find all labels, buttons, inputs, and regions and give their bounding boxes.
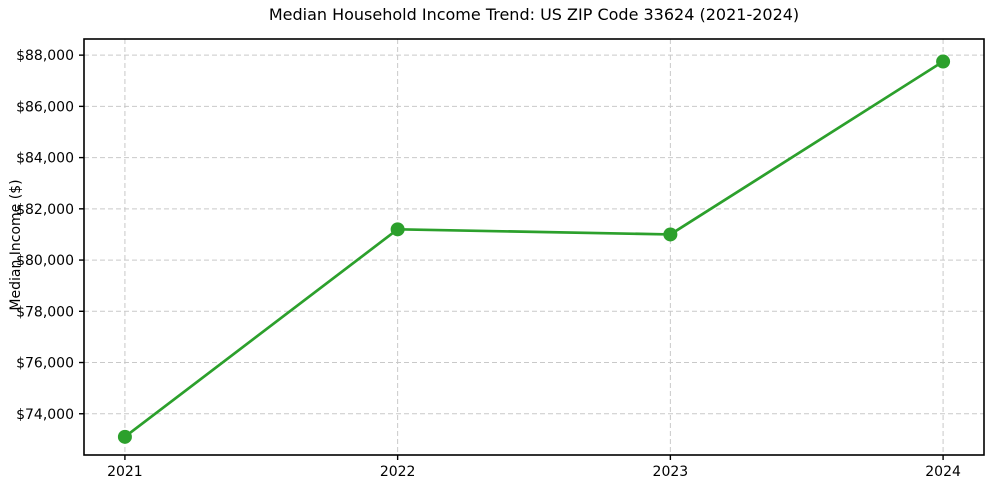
y-tick-label: $88,000 bbox=[16, 48, 74, 64]
plot-border bbox=[83, 38, 985, 456]
y-tick-label: $80,000 bbox=[16, 253, 74, 269]
y-tick-label: $78,000 bbox=[16, 304, 74, 320]
data-point-marker bbox=[936, 54, 951, 69]
y-tick-label: $76,000 bbox=[16, 356, 74, 372]
x-tick-label: 2021 bbox=[107, 464, 143, 480]
x-tick-label: 2024 bbox=[925, 464, 961, 480]
data-point-marker bbox=[117, 429, 132, 444]
data-point-marker bbox=[390, 222, 405, 237]
y-tick-label: $74,000 bbox=[16, 407, 74, 423]
x-tick-label: 2022 bbox=[380, 464, 416, 480]
chart-title: Median Household Income Trend: US ZIP Co… bbox=[268, 5, 800, 24]
y-tick-label: $86,000 bbox=[16, 99, 74, 115]
data-point-marker bbox=[663, 227, 678, 242]
y-tick-label: $84,000 bbox=[16, 151, 74, 167]
trend-line bbox=[123, 60, 945, 439]
y-tick-label: $82,000 bbox=[16, 202, 74, 218]
x-tick-label: 2023 bbox=[653, 464, 689, 480]
